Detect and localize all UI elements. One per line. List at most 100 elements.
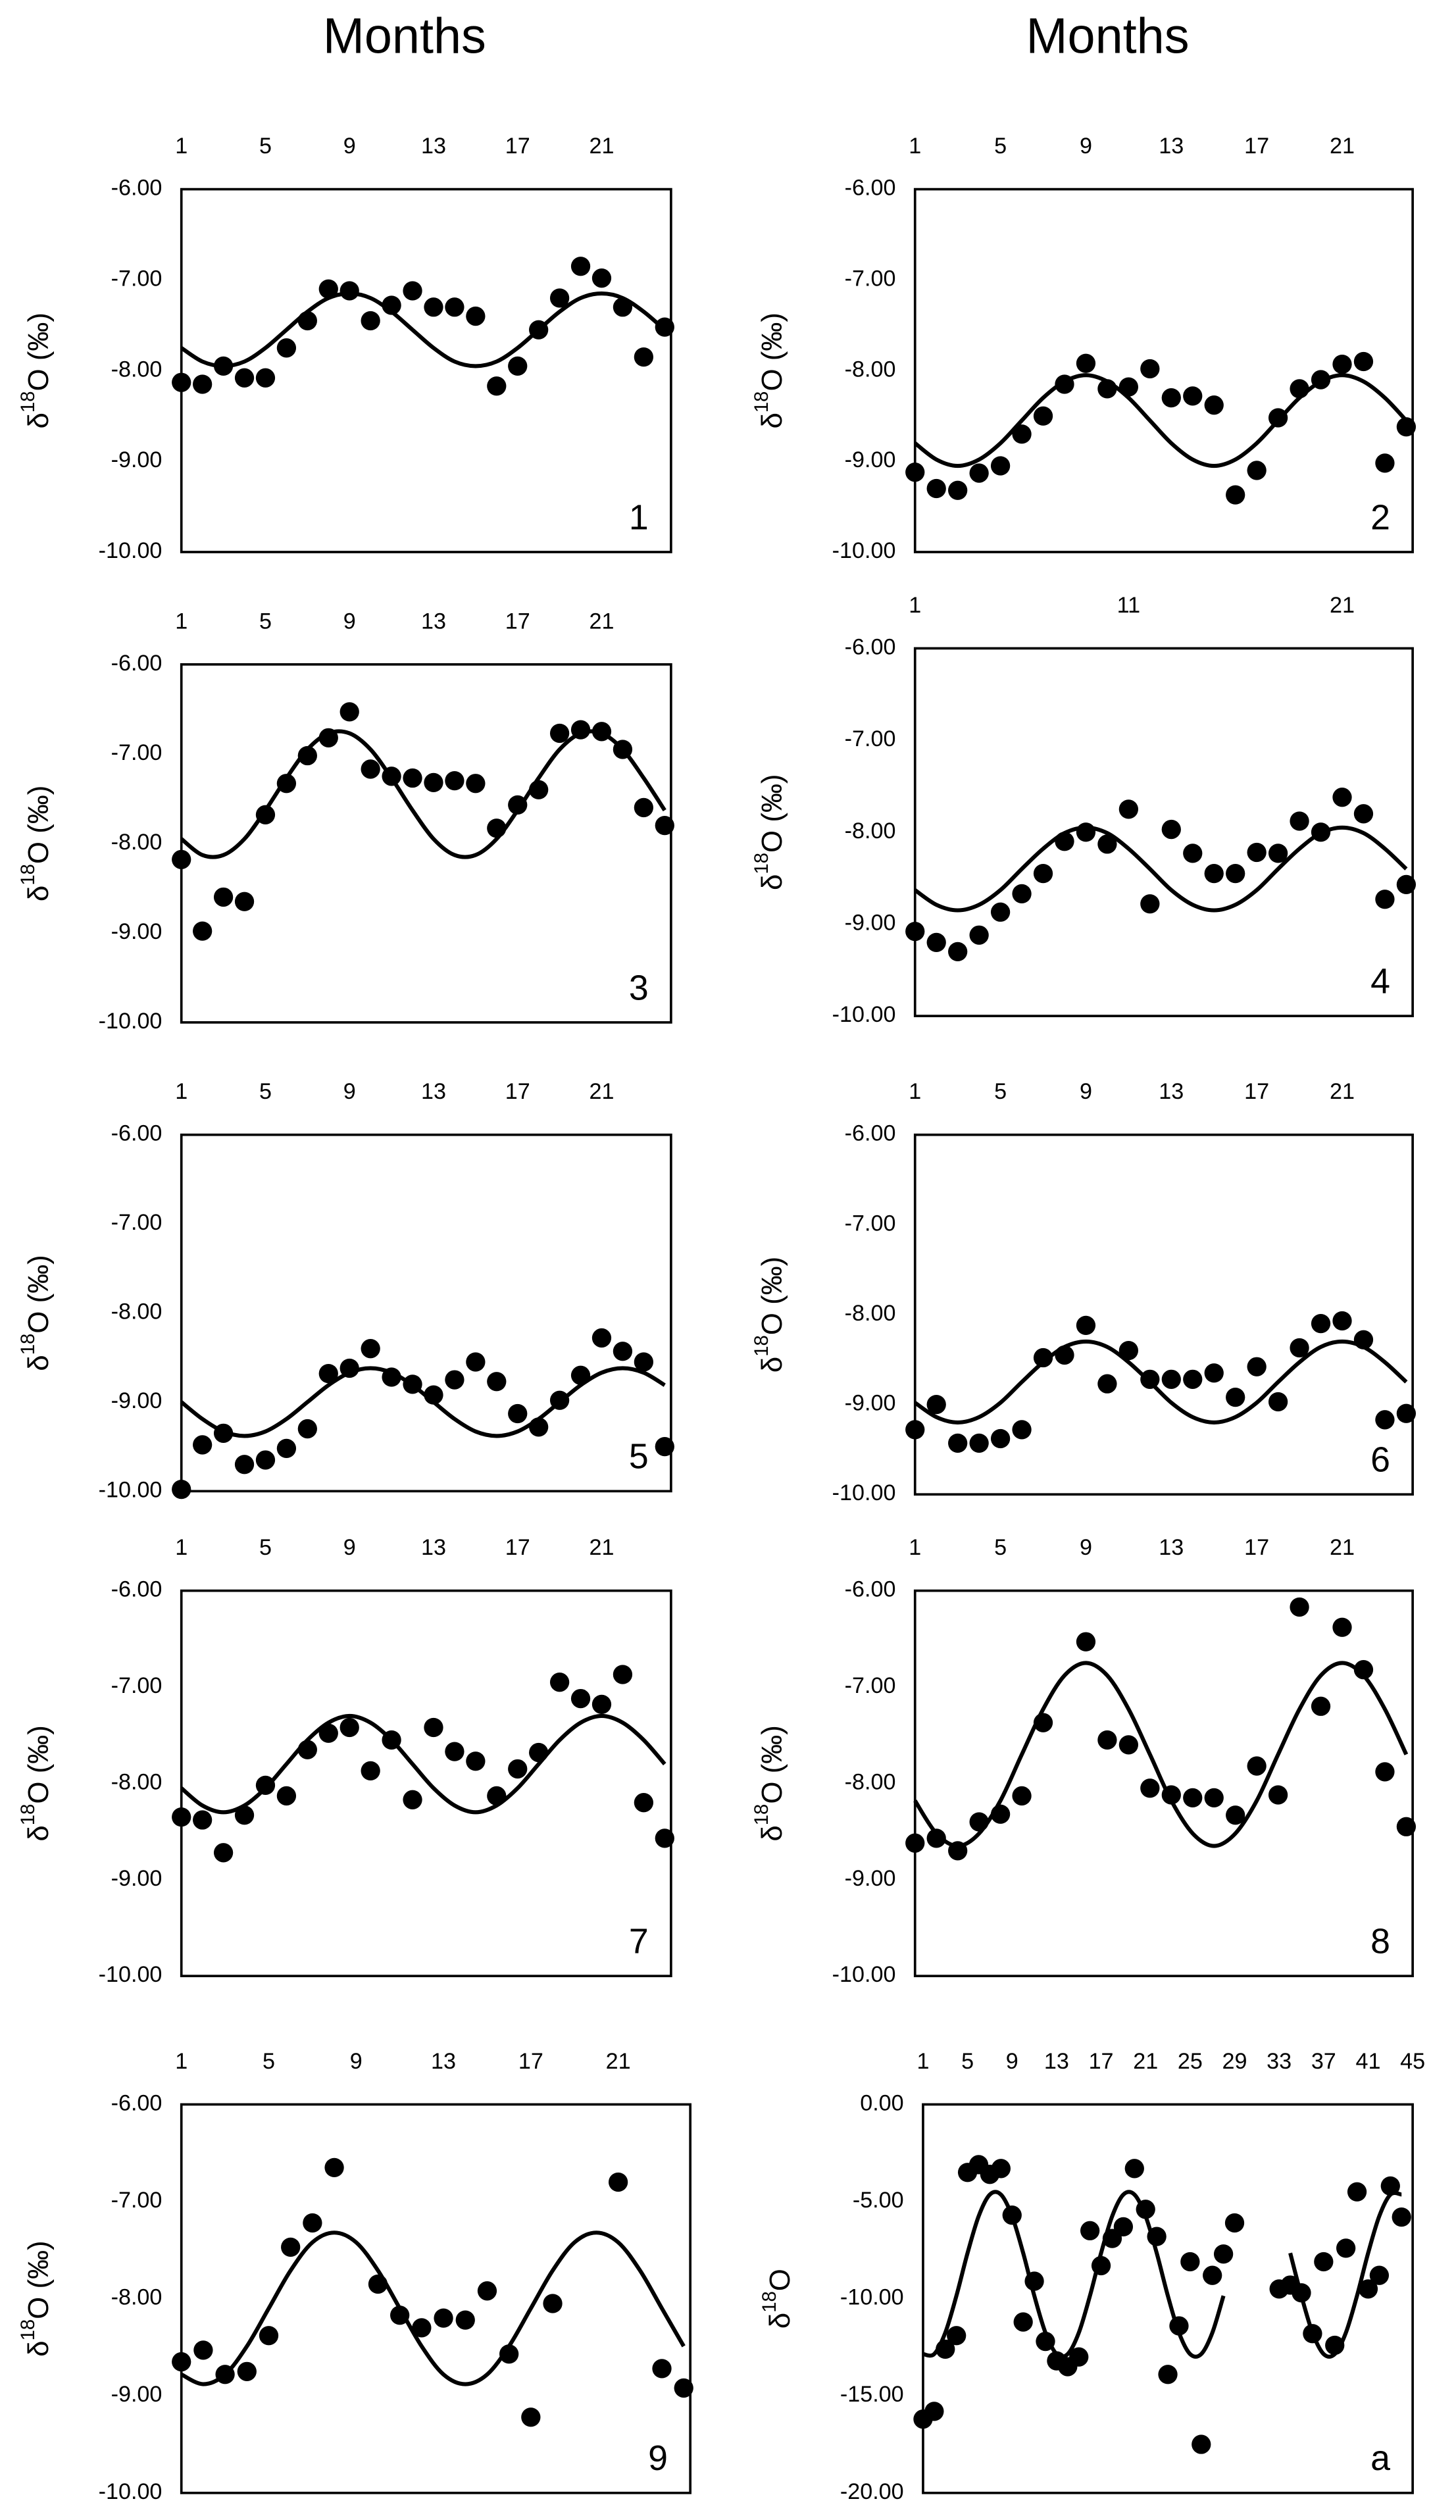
data-point <box>1113 2217 1134 2237</box>
x-tick-label: 5 <box>263 2049 275 2074</box>
data-point <box>1118 377 1139 397</box>
x-tick-label: 13 <box>431 2049 456 2074</box>
y-tick-label: -7.00 <box>845 726 896 751</box>
data-point <box>172 849 191 869</box>
data-point <box>1224 2213 1245 2233</box>
column-title: Months <box>323 9 486 64</box>
y-axis-label: δ18O (‰) <box>751 313 788 429</box>
data-point <box>193 2340 213 2360</box>
data-point <box>1353 351 1374 372</box>
x-tick-label: 9 <box>343 134 356 159</box>
data-point <box>297 1419 317 1439</box>
data-point <box>1213 2244 1234 2264</box>
data-point <box>466 774 486 794</box>
y-axis-label-part: δ <box>22 1825 55 1841</box>
fit-curve <box>180 1366 666 1438</box>
plot-frame <box>913 1133 1414 1496</box>
y-tick-label: -6.00 <box>111 2090 163 2115</box>
x-tick-label: 21 <box>589 1535 614 1560</box>
data-point <box>1012 884 1032 903</box>
x-tick-label: 13 <box>421 134 446 159</box>
data-point <box>543 2294 563 2313</box>
data-point <box>508 356 528 376</box>
data-point <box>1033 1713 1053 1732</box>
data-point <box>255 1450 276 1470</box>
data-point <box>487 1786 507 1806</box>
data-point <box>529 780 549 799</box>
data-point <box>234 892 255 911</box>
data-point <box>508 795 528 815</box>
data-point <box>499 2344 519 2364</box>
y-axis-label: δ18O (‰) <box>751 774 788 891</box>
data-point <box>1247 842 1267 863</box>
data-point <box>487 1372 507 1392</box>
data-point <box>466 1751 486 1771</box>
y-tick-label: -6.00 <box>845 1577 896 1602</box>
fit-curve <box>180 1713 666 1815</box>
x-tick-label: 13 <box>1159 1079 1184 1104</box>
data-point <box>1353 804 1374 824</box>
data-point <box>1332 1311 1352 1331</box>
x-tick-label: 9 <box>1080 134 1092 159</box>
data-point <box>990 1804 1011 1824</box>
y-tick-label: -6.00 <box>845 634 896 659</box>
y-tick-label: -10.00 <box>99 538 163 563</box>
x-tick-label: 5 <box>994 134 1007 159</box>
data-point <box>403 1374 422 1394</box>
y-tick-label: -8.00 <box>111 2285 163 2310</box>
data-point <box>1311 1313 1331 1334</box>
y-tick-label: -8.00 <box>111 1299 163 1324</box>
data-point <box>1161 819 1181 840</box>
y-tick-label: 0.00 <box>860 2090 903 2115</box>
data-point <box>1396 417 1417 437</box>
y-axis-label: δ18O (‰) <box>18 1725 55 1842</box>
panel: 1 5 9 13 17 21 -6.00 -7.00 -8.00 -9.00 -10.00 δ18O … <box>18 1535 674 1987</box>
data-point <box>318 728 338 747</box>
data-point <box>1169 2316 1189 2336</box>
data-point <box>368 2274 388 2294</box>
data-point <box>1226 1805 1245 1825</box>
data-point <box>1311 370 1331 390</box>
data-point <box>297 745 317 766</box>
data-point <box>1069 2347 1089 2367</box>
data-point <box>529 320 549 340</box>
data-point <box>905 1420 925 1440</box>
y-axis-label-part: O (‰) <box>22 1725 55 1804</box>
y-tick-label: -9.00 <box>845 1866 896 1891</box>
data-point <box>1055 374 1074 394</box>
y-axis-label-part: δ <box>22 413 55 428</box>
data-point <box>570 720 591 740</box>
y-axis-label-part: δ <box>756 1357 788 1373</box>
y-axis-label-part: δ <box>22 1355 55 1371</box>
fit-curve <box>180 729 666 859</box>
y-tick-label: -6.00 <box>111 1577 163 1602</box>
panel-label: 4 <box>1370 962 1390 1001</box>
data-point <box>339 281 359 301</box>
plot-frame <box>180 2103 691 2494</box>
data-point <box>655 317 674 337</box>
fit-curve <box>913 825 1408 913</box>
y-tick-label: -7.00 <box>111 1673 163 1698</box>
data-point <box>259 2326 279 2346</box>
data-point <box>172 2352 191 2372</box>
data-point <box>1012 1786 1032 1806</box>
data-point <box>1161 388 1181 408</box>
x-tick-label: 25 <box>1178 2049 1203 2074</box>
data-point <box>1375 890 1395 909</box>
x-tick-label: 21 <box>1133 2049 1158 2074</box>
data-point <box>1013 2312 1033 2332</box>
y-axis-label-sup: 18 <box>18 391 39 413</box>
x-tick-label: 9 <box>343 1079 356 1104</box>
data-point <box>936 2339 955 2359</box>
data-point <box>1204 1788 1224 1808</box>
y-tick-label: -5.00 <box>853 2188 904 2213</box>
x-tick-label: 37 <box>1311 2049 1336 2074</box>
y-tick-label: -9.00 <box>111 447 163 472</box>
x-tick-label: 17 <box>1244 1079 1269 1104</box>
x-tick-label: 21 <box>589 609 614 634</box>
data-point <box>487 376 507 396</box>
data-point <box>477 2281 497 2301</box>
data-point <box>1290 1338 1309 1358</box>
x-tick-label: 1 <box>909 134 921 159</box>
